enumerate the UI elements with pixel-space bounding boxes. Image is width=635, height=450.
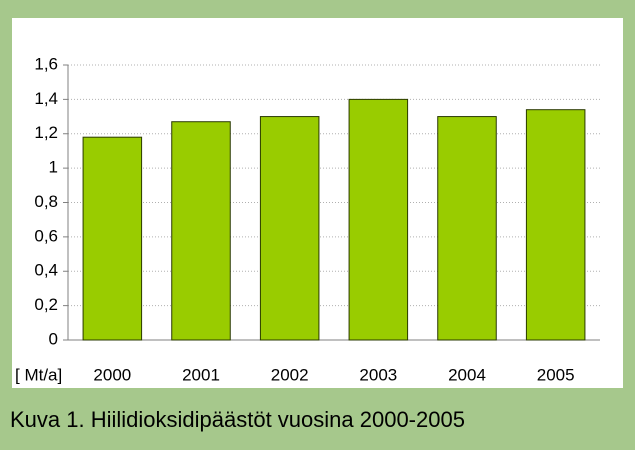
bar bbox=[437, 116, 497, 341]
bar bbox=[82, 136, 143, 341]
y-tick-label: 1,6 bbox=[34, 54, 58, 73]
y-tick-label: 1 bbox=[49, 158, 58, 177]
bar bbox=[171, 121, 231, 341]
x-tick-label: 2005 bbox=[537, 365, 575, 384]
y-axis-label: [ Mt/a] bbox=[15, 365, 62, 384]
y-tick-label: 0,8 bbox=[34, 192, 58, 211]
chart-title: Kuva 1. Hiilidioksidipäästöt vuosina 200… bbox=[10, 407, 465, 432]
y-tick-label: 0,2 bbox=[34, 295, 58, 314]
y-tick-label: 1,4 bbox=[34, 89, 58, 108]
bar bbox=[348, 98, 409, 341]
x-tick-label: 2000 bbox=[93, 365, 131, 384]
x-tick-label: 2003 bbox=[359, 365, 397, 384]
y-tick-label: 1,2 bbox=[34, 123, 58, 142]
x-tick-label: 2004 bbox=[448, 365, 486, 384]
x-tick-label: 2002 bbox=[271, 365, 309, 384]
y-tick-label: 0,4 bbox=[34, 261, 58, 280]
y-tick-label: 0,6 bbox=[34, 226, 58, 245]
bar bbox=[259, 116, 320, 341]
x-tick-label: 2001 bbox=[182, 365, 220, 384]
bar bbox=[525, 109, 586, 341]
y-tick-label: 0 bbox=[49, 329, 58, 348]
